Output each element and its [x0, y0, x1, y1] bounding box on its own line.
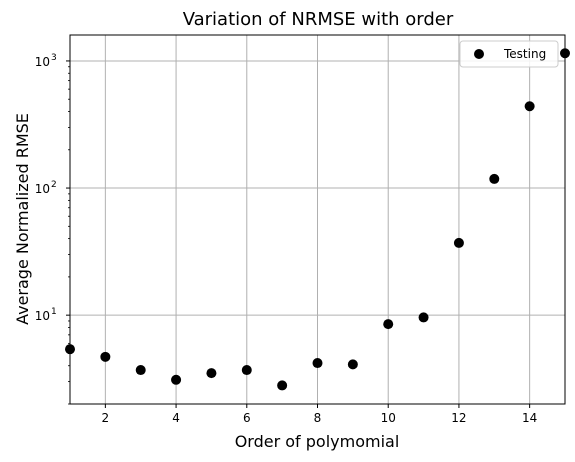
legend-marker	[474, 49, 484, 59]
data-point	[100, 351, 111, 362]
y-tick-label: 10	[35, 309, 50, 323]
y-axis-label: Average Normalized RMSE	[13, 113, 32, 325]
x-tick-label: 12	[451, 411, 466, 425]
data-point	[347, 359, 358, 370]
legend: Testing	[459, 40, 559, 68]
y-tick-exponent: 3	[51, 53, 57, 63]
x-tick-label: 8	[314, 411, 322, 425]
data-point	[418, 312, 429, 323]
x-tick-label: 2	[102, 411, 110, 425]
data-point	[206, 368, 217, 379]
chart-title: Variation of NRMSE with order	[183, 9, 454, 30]
data-point	[383, 319, 394, 330]
data-point	[277, 380, 288, 391]
x-tick-label: 6	[243, 411, 251, 425]
data-point	[312, 358, 323, 369]
y-tick-label: 10	[35, 55, 50, 69]
data-point	[135, 365, 146, 376]
x-axis-label: Order of polymomial	[235, 432, 400, 451]
legend-box	[459, 40, 559, 68]
y-tick-label: 10	[35, 182, 50, 196]
x-tick-label: 4	[172, 411, 180, 425]
grid	[70, 35, 565, 404]
legend-label: Testing	[503, 47, 546, 61]
data-point	[241, 365, 252, 376]
x-tick-label: 10	[381, 411, 396, 425]
data-point	[171, 374, 182, 385]
data-point	[489, 173, 500, 184]
data-point	[453, 237, 464, 248]
y-tick-exponent: 1	[51, 307, 57, 317]
data-points	[65, 48, 570, 391]
data-point	[524, 101, 535, 112]
y-tick-exponent: 2	[51, 180, 57, 190]
x-tick-label: 14	[522, 411, 537, 425]
